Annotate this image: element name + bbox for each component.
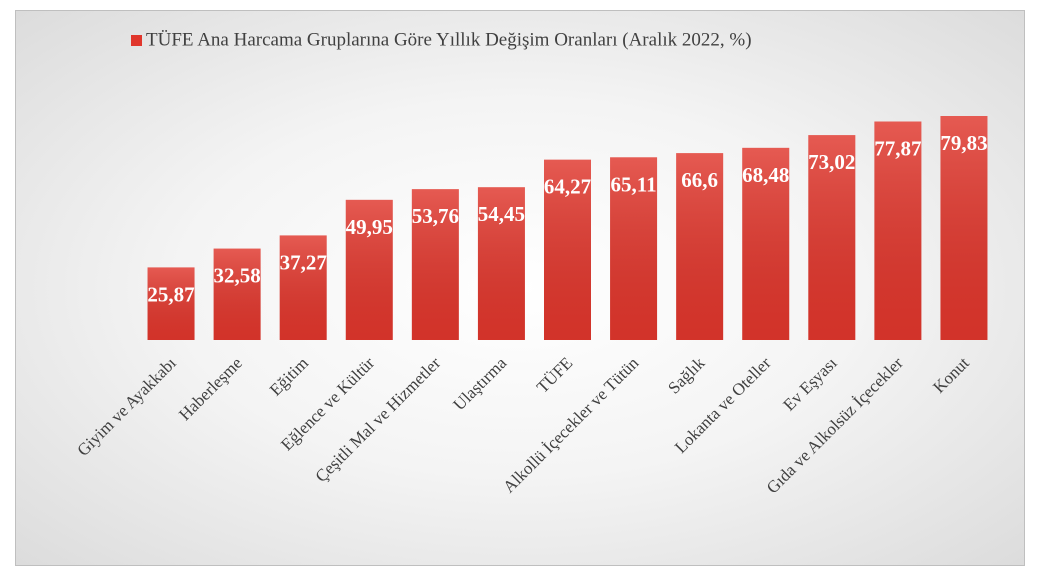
bar-shade (742, 147, 790, 340)
data-label: 66,6 (681, 168, 718, 192)
bar-shade (411, 189, 459, 340)
data-label: 25,87 (147, 282, 194, 306)
data-label: 37,27 (280, 250, 327, 274)
bar-shade (544, 159, 591, 340)
legend-swatch (131, 35, 142, 46)
bar-shade (874, 121, 922, 340)
bar-shade (477, 187, 525, 340)
legend-label: TÜFE Ana Harcama Gruplarına Göre Yıllık … (146, 29, 752, 50)
data-label: 65,11 (611, 172, 657, 196)
data-label: 68,48 (742, 163, 789, 187)
bar-shade (147, 267, 195, 340)
data-label: 79,83 (940, 131, 987, 155)
bar-shade (279, 235, 327, 340)
bar-shade (213, 248, 261, 340)
data-label: 64,27 (544, 175, 591, 199)
data-label: 77,87 (874, 136, 921, 160)
bar-shade (808, 135, 856, 340)
data-label: 49,95 (346, 215, 393, 239)
data-label: 73,02 (808, 150, 855, 174)
bar-shade (610, 157, 658, 340)
data-label: 53,76 (412, 204, 459, 228)
data-label: 32,58 (213, 264, 260, 288)
bar-shade (940, 116, 988, 340)
data-label: 54,45 (478, 202, 525, 226)
bar-shade (676, 153, 724, 340)
bar-shade (345, 199, 393, 340)
